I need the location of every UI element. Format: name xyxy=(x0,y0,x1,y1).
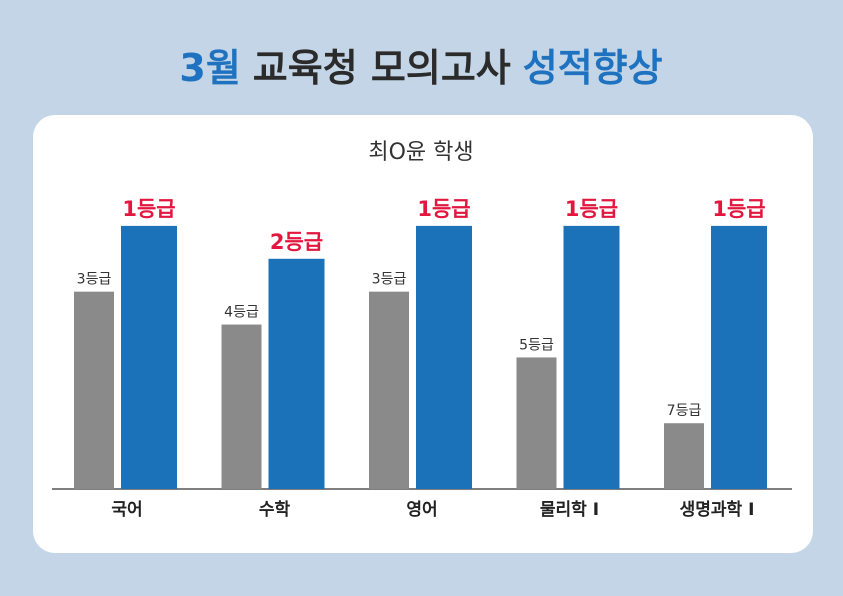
value-label: 1등급 xyxy=(417,197,470,221)
value-label: 1등급 xyxy=(712,197,765,221)
value-label: 1등급 xyxy=(122,197,175,221)
value-label: 3등급 xyxy=(77,272,112,288)
x-tick-label: 국어 xyxy=(111,500,142,520)
chart-title: 3월 교육청 모의고사 성적향상 xyxy=(179,46,662,90)
chart-subtitle: 최O윤 학생 xyxy=(368,140,473,165)
x-tick-label: 영어 xyxy=(406,500,437,520)
value-label: 7등급 xyxy=(667,403,702,419)
bar xyxy=(711,225,767,489)
x-tick-label: 수학 xyxy=(259,500,291,520)
value-label: 4등급 xyxy=(224,305,259,321)
x-tick-label: 생명과학 I xyxy=(680,500,755,520)
x-tick-label: 물리학 I xyxy=(540,500,599,520)
bar xyxy=(664,423,704,489)
bar xyxy=(121,225,177,489)
title-part: 교육청 모의고사 xyxy=(253,46,511,90)
title-part: 성적향상 xyxy=(523,46,663,90)
bar xyxy=(221,324,262,489)
value-label: 5등급 xyxy=(519,337,554,353)
value-label: 1등급 xyxy=(565,197,618,221)
bar xyxy=(369,291,409,489)
value-label: 3등급 xyxy=(372,272,407,288)
value-label: 2등급 xyxy=(270,230,323,254)
bar xyxy=(416,225,472,489)
title-part: 3월 xyxy=(179,46,240,90)
bar xyxy=(74,291,114,489)
bar xyxy=(268,258,325,489)
bar xyxy=(516,357,557,489)
bar xyxy=(563,225,620,489)
